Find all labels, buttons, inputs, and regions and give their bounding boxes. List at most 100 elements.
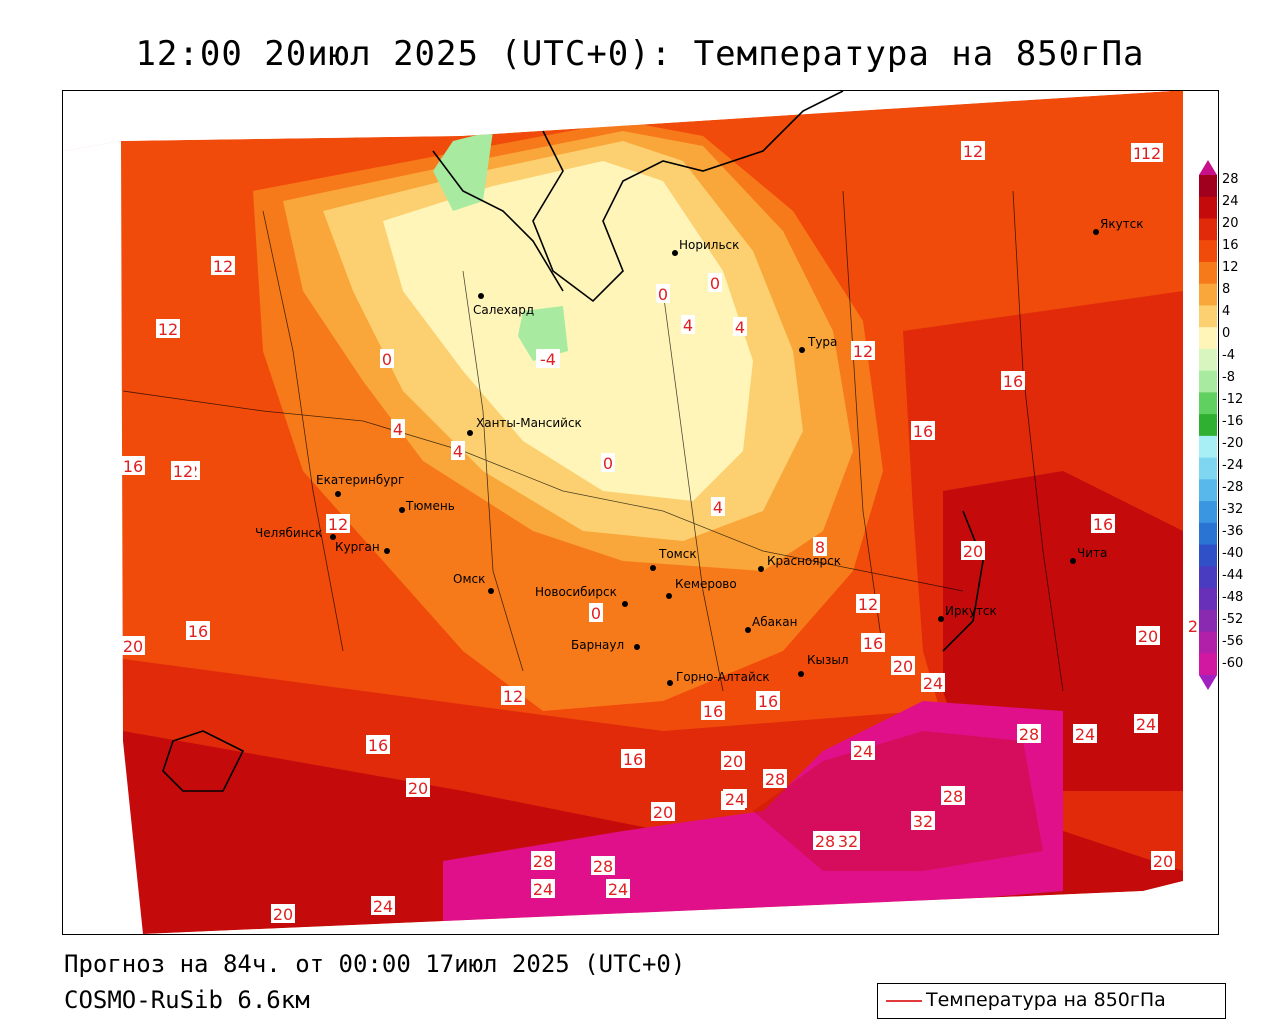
isotherm-label: 32 <box>911 811 935 831</box>
colorbar-swatch <box>1199 653 1217 676</box>
temperature-map: Норильск Салехард Якутск Тура Ханты-Мансийск… <box>63 91 1218 934</box>
city-marker <box>667 680 673 686</box>
isotherm-label: 16 <box>366 735 390 755</box>
svg-text:20: 20 <box>273 905 293 924</box>
city-marker <box>467 430 473 436</box>
isotherm-label: 16 <box>911 421 935 441</box>
colorbar-swatch <box>1199 631 1217 654</box>
colorbar-swatch <box>1199 501 1217 524</box>
colorbar-swatch <box>1199 522 1217 546</box>
city-marker <box>384 548 390 554</box>
svg-text:12: 12 <box>213 257 233 276</box>
isotherm-label: 12 <box>851 341 875 361</box>
isotherm-label: 12 <box>961 141 985 161</box>
svg-text:8: 8 <box>815 538 825 557</box>
isotherm-label: 16 <box>621 749 645 769</box>
isotherm-label: 4 <box>681 315 695 335</box>
isotherm-label: 12 <box>171 461 195 481</box>
isotherm-label: 32 <box>836 831 860 851</box>
colorbar-swatch <box>1199 414 1217 437</box>
colorbar-tick-label: -28 <box>1222 480 1244 495</box>
legend: Температура на 850гПа <box>877 983 1226 1019</box>
svg-text:16: 16 <box>758 692 778 711</box>
isotherm-label: 20 <box>1151 851 1175 871</box>
isotherm-label: 16 <box>121 456 145 476</box>
isotherm-label: 4 <box>451 441 465 461</box>
colorbar-tick-label: 12 <box>1222 260 1239 275</box>
isotherm-label: 16 <box>1001 371 1025 391</box>
isotherm-label: 20 <box>891 656 915 676</box>
city-marker <box>798 671 804 677</box>
isotherm-label: 0 <box>601 453 615 473</box>
svg-text:12: 12 <box>158 320 178 339</box>
colorbar-tick-label: -36 <box>1222 524 1244 539</box>
colorbar-swatch <box>1199 392 1217 415</box>
admin-borders <box>122 190 1064 692</box>
colorbar-swatch <box>1199 479 1217 502</box>
colorbar-swatch <box>1199 283 1217 306</box>
svg-text:12: 12 <box>963 142 983 161</box>
city-label: Екатеринбург <box>316 473 404 487</box>
isotherm-label: 24 <box>723 789 747 809</box>
svg-text:28: 28 <box>533 852 553 871</box>
colorbar-tick-label: 20 <box>1222 216 1239 231</box>
isotherm-label: 28 <box>941 786 965 806</box>
isotherm-label: 12 <box>211 256 235 276</box>
svg-text:0: 0 <box>710 274 720 293</box>
colorbar-tick-label: 16 <box>1222 238 1239 253</box>
city-label: Чита <box>1077 546 1107 560</box>
colorbar-swatch <box>1199 588 1217 611</box>
svg-text:24: 24 <box>1075 725 1095 744</box>
svg-text:12: 12 <box>328 515 348 534</box>
colorbar-tick-label: -8 <box>1222 370 1235 385</box>
svg-text:32: 32 <box>913 812 933 831</box>
isotherm-label: -4 <box>536 349 560 369</box>
city-marker <box>745 627 751 633</box>
colorbar-swatch <box>1199 435 1217 459</box>
city-marker <box>938 616 944 622</box>
colorbar-tick-label: -4 <box>1222 348 1235 363</box>
svg-text:28: 28 <box>815 832 835 851</box>
legend-label: Температура на 850гПа <box>926 989 1166 1011</box>
svg-text:16: 16 <box>368 736 388 755</box>
svg-text:20: 20 <box>893 657 913 676</box>
svg-text:20: 20 <box>963 542 983 561</box>
map-area[interactable]: Норильск Салехард Якутск Тура Ханты-Мансийск… <box>62 90 1219 935</box>
svg-text:16: 16 <box>188 622 208 641</box>
cities-layer: Норильск Салехард Якутск Тура Ханты-Мансийск… <box>255 217 1144 686</box>
city-marker <box>634 644 640 650</box>
colorbar-bottom-arrow <box>1199 675 1217 690</box>
svg-text:28: 28 <box>943 787 963 806</box>
svg-text:28: 28 <box>1019 725 1039 744</box>
svg-text:28: 28 <box>765 770 785 789</box>
isotherm-label: 24 <box>921 673 945 693</box>
isotherm-label: 28 <box>763 769 787 789</box>
svg-text:-4: -4 <box>540 350 556 369</box>
svg-text:16: 16 <box>913 422 933 441</box>
colorbar-swatch <box>1199 240 1217 263</box>
svg-text:12: 12 <box>503 687 523 706</box>
svg-text:24: 24 <box>1136 715 1156 734</box>
city-label: Якутск <box>1100 217 1144 231</box>
isotherm-label: 16 <box>756 691 780 711</box>
isotherm-label: 28 <box>1017 724 1041 744</box>
city-label: Кызыл <box>807 653 849 667</box>
isotherm-label: 4 <box>711 497 725 517</box>
svg-text:20: 20 <box>723 752 743 771</box>
isotherm-label: 12 <box>856 594 880 614</box>
svg-text:16: 16 <box>1003 372 1023 391</box>
svg-text:0: 0 <box>603 454 613 473</box>
svg-text:24: 24 <box>608 880 628 899</box>
isotherm-label: 0 <box>708 273 722 293</box>
colorbar-swatch <box>1199 566 1217 589</box>
isotherm-label: 20 <box>651 802 675 822</box>
colorbar-tick-label: -60 <box>1222 656 1244 671</box>
colorbar-tick-label: -44 <box>1222 568 1244 583</box>
colorbar-swatch <box>1199 609 1217 633</box>
isotherm-label: 12 <box>501 686 525 706</box>
city-label: Красноярск <box>767 554 841 568</box>
svg-text:28: 28 <box>593 857 613 876</box>
colorbar-tick-label: 28 <box>1222 172 1239 187</box>
svg-text:16: 16 <box>623 750 643 769</box>
isotherm-label: 20 <box>721 751 745 771</box>
